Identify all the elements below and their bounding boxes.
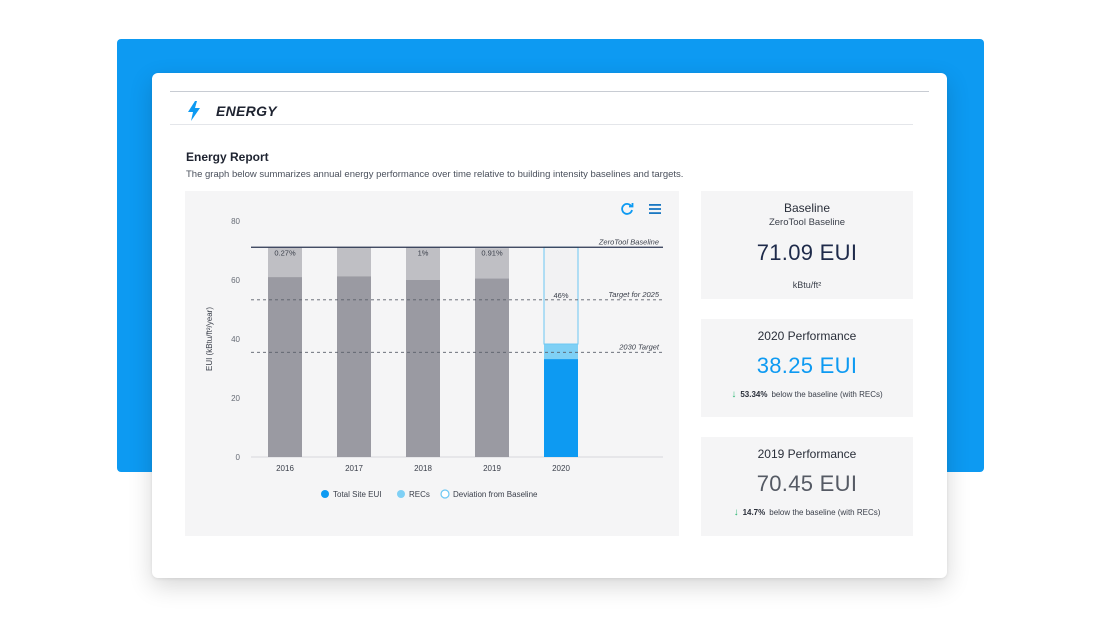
hamburger-menu-icon[interactable] bbox=[647, 201, 663, 217]
energy-chart: 0 20 40 60 80 EUI (kBtu/ft²/year) 0.27% 2016 201… bbox=[205, 217, 663, 499]
x-tick-label: 2018 bbox=[414, 464, 432, 473]
reference-line-label: ZeroTool Baseline bbox=[598, 237, 659, 246]
bar-deviation bbox=[543, 246, 579, 345]
header-divider bbox=[170, 124, 913, 125]
baseline-unit: kBtu/ft² bbox=[792, 280, 822, 290]
bar-data-label: 0.27% bbox=[274, 248, 296, 257]
reference-line-label: Target for 2025 bbox=[608, 290, 659, 299]
bar-recs bbox=[268, 247, 302, 278]
bar-total-site-eui bbox=[268, 277, 302, 457]
lightning-bolt-icon bbox=[188, 101, 200, 121]
y-tick-label: 80 bbox=[231, 217, 240, 226]
down-arrow-icon: ↓ bbox=[731, 389, 737, 400]
legend-marker bbox=[321, 490, 329, 498]
bar-recs bbox=[544, 344, 578, 360]
performance-2020-value: 38.25 EUI bbox=[756, 353, 858, 378]
legend-label: Total Site EUI bbox=[333, 490, 381, 499]
energy-card: ENERGY Energy Report The graph below sum… bbox=[152, 73, 947, 578]
legend-label: Deviation from Baseline bbox=[453, 490, 538, 499]
x-tick-label: 2016 bbox=[276, 464, 294, 473]
reference-line-label: 2030 Target bbox=[618, 342, 660, 351]
legend-label: RECs bbox=[409, 490, 430, 499]
performance-2019-value: 70.45 EUI bbox=[756, 471, 858, 496]
bar-data-label: 46% bbox=[553, 291, 568, 300]
x-tick-label: 2019 bbox=[483, 464, 501, 473]
bar-recs bbox=[337, 247, 371, 277]
bar-total-site-eui bbox=[475, 278, 509, 457]
baseline-title: Baseline bbox=[783, 201, 831, 215]
down-arrow-icon: ↓ bbox=[733, 507, 739, 518]
baseline-card: Baseline ZeroTool Baseline 71.09 EUI kBt… bbox=[701, 191, 913, 299]
y-axis-title: EUI (kBtu/ft²/year) bbox=[205, 307, 214, 371]
baseline-subtitle: ZeroTool Baseline bbox=[768, 217, 846, 228]
performance-2020-title: 2020 Performance bbox=[757, 329, 857, 343]
bar-total-site-eui bbox=[337, 276, 371, 457]
legend-marker bbox=[397, 490, 405, 498]
report-description: The graph below summarizes annual energy… bbox=[186, 169, 684, 180]
performance-2019-note-text: below the baseline (with RECs) bbox=[769, 508, 881, 517]
bar-total-site-eui bbox=[544, 359, 578, 457]
y-tick-label: 40 bbox=[231, 335, 240, 344]
performance-2019-card: 2019 Performance 70.45 EUI ↓ 14.7% below… bbox=[701, 437, 913, 536]
y-tick-label: 60 bbox=[231, 276, 240, 285]
bar-recs bbox=[475, 248, 509, 279]
refresh-icon[interactable] bbox=[619, 201, 635, 217]
section-title: ENERGY bbox=[216, 103, 277, 119]
performance-2020-percent: 53.34% bbox=[740, 390, 768, 399]
performance-2020-note-text: below the baseline (with RECs) bbox=[771, 390, 883, 399]
performance-2020-note: ↓ 53.34% below the baseline (with RECs) bbox=[701, 389, 913, 400]
y-tick-label: 20 bbox=[231, 394, 240, 403]
bar-data-label: 0.91% bbox=[481, 248, 503, 257]
y-tick-label: 0 bbox=[236, 453, 241, 462]
bar-total-site-eui bbox=[406, 279, 440, 457]
bar-data-label: 1% bbox=[418, 248, 429, 257]
report-title: Energy Report bbox=[186, 150, 269, 164]
x-tick-label: 2020 bbox=[552, 464, 570, 473]
chart-toolbar bbox=[619, 201, 663, 217]
performance-2019-title: 2019 Performance bbox=[757, 447, 857, 461]
chart-panel: 0 20 40 60 80 EUI (kBtu/ft²/year) 0.27% 2016 201… bbox=[185, 191, 679, 536]
performance-2019-percent: 14.7% bbox=[742, 508, 766, 517]
top-divider bbox=[170, 91, 929, 92]
performance-2019-note: ↓ 14.7% below the baseline (with RECs) bbox=[701, 507, 913, 518]
x-tick-label: 2017 bbox=[345, 464, 363, 473]
section-header: ENERGY bbox=[186, 99, 277, 123]
baseline-value: 71.09 EUI bbox=[756, 240, 858, 265]
bar-recs bbox=[406, 247, 440, 280]
performance-2020-card: 2020 Performance 38.25 EUI ↓ 53.34% belo… bbox=[701, 319, 913, 417]
legend-marker bbox=[440, 489, 450, 499]
